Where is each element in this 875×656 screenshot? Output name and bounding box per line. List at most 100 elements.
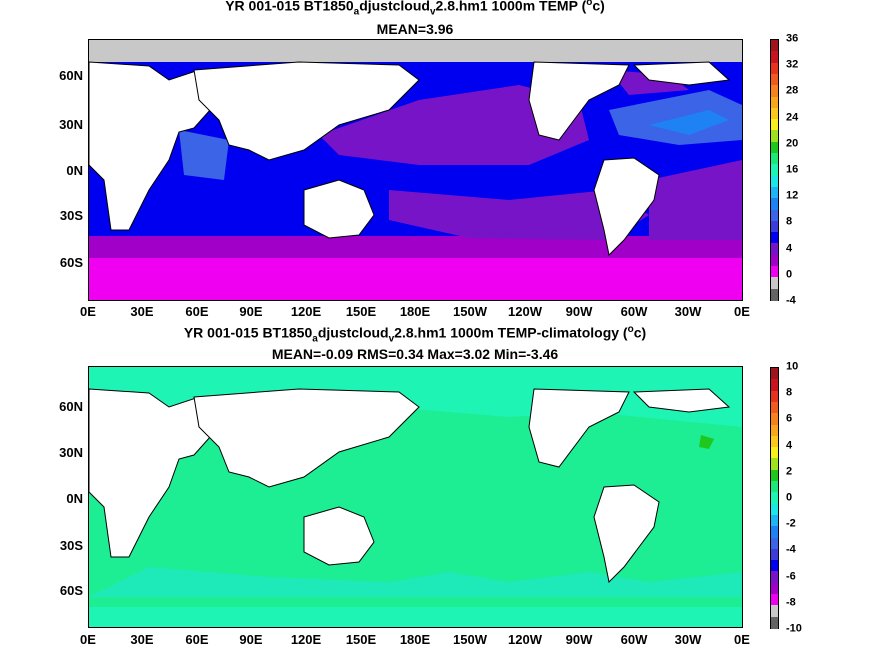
lon-label: 90W — [565, 632, 593, 647]
panel1-stats: MEAN=3.96 — [376, 21, 454, 37]
lat-label: 30S — [59, 208, 83, 223]
lon-label: 0E — [80, 632, 96, 647]
lat-label: 0N — [66, 163, 83, 178]
lon-label: 90W — [565, 304, 593, 319]
colorbar-tick-label: 12 — [786, 189, 799, 202]
colorbar-segment — [771, 594, 778, 606]
colorbar-tick-label: -4 — [786, 294, 796, 307]
colorbar-segment — [771, 368, 778, 380]
lon-label: 150W — [453, 632, 487, 647]
lat-label: 60N — [59, 68, 83, 83]
colorbar-tick-label: 10 — [786, 360, 799, 373]
lon-label: 120E — [290, 304, 322, 319]
lon-label: 90E — [239, 632, 263, 647]
colorbar-segment — [771, 243, 778, 256]
colorbar-tick-label: -8 — [786, 596, 796, 609]
panel2-colorbar — [770, 367, 779, 629]
colorbar-segment — [771, 571, 778, 584]
colorbar-tick-label: 0 — [786, 491, 793, 504]
lon-label: 0E — [80, 304, 96, 319]
colorbar-segment — [771, 232, 778, 245]
lon-label: 30E — [130, 632, 154, 647]
lon-label: 30E — [130, 304, 154, 319]
lat-label: 30S — [59, 538, 83, 553]
lon-label: 150W — [453, 304, 487, 319]
lon-label: 180E — [399, 304, 431, 319]
colorbar-segment — [771, 119, 778, 132]
colorbar-segment — [771, 85, 778, 98]
colorbar-segment — [771, 153, 778, 165]
panel1-title: YR 001-015 BT1850adjustcloudv2.8.hm1 100… — [225, 0, 605, 18]
colorbar-segment — [771, 560, 778, 573]
colorbar-segment — [771, 130, 778, 143]
colorbar-segment — [771, 198, 778, 211]
colorbar-segment — [771, 401, 778, 414]
panel1-field — [89, 40, 742, 300]
lon-label: 120W — [508, 304, 542, 319]
lon-label: 30W — [674, 632, 702, 647]
lon-label: 150E — [345, 304, 377, 319]
colorbar-segment — [771, 164, 778, 177]
colorbar-tick-label: 16 — [786, 163, 799, 176]
colorbar-segment — [771, 175, 778, 188]
colorbar-segment — [771, 447, 778, 460]
lon-label: 60W — [620, 304, 648, 319]
panel1-colorbar — [770, 39, 779, 301]
colorbar-tick-label: 24 — [786, 111, 799, 124]
colorbar-segment — [771, 209, 778, 222]
lon-label: 180E — [399, 632, 431, 647]
lon-label: 120W — [508, 632, 542, 647]
colorbar-segment — [771, 379, 778, 392]
lon-label: 30W — [674, 304, 702, 319]
colorbar-segment — [771, 107, 778, 120]
colorbar-segment — [771, 469, 778, 482]
lon-label: 90E — [239, 304, 263, 319]
lat-label: 0N — [66, 491, 83, 506]
colorbar-segment — [771, 390, 778, 403]
colorbar-segment — [771, 51, 778, 64]
colorbar-tick-label: 4 — [786, 242, 793, 255]
colorbar-segment — [771, 492, 778, 505]
colorbar-segment — [771, 254, 778, 267]
colorbar-segment — [771, 582, 778, 595]
lon-label: 0E — [734, 632, 750, 647]
lat-label: 60S — [59, 583, 83, 598]
lat-label: 30N — [59, 445, 83, 460]
colorbar-tick-label: -2 — [786, 517, 796, 530]
colorbar-segment — [771, 616, 778, 629]
colorbar-segment — [771, 186, 778, 199]
colorbar-tick-label: 32 — [786, 58, 799, 71]
colorbar-segment — [771, 481, 778, 493]
lon-label: 0E — [734, 304, 750, 319]
colorbar-segment — [771, 503, 778, 516]
colorbar-segment — [771, 73, 778, 86]
colorbar-segment — [771, 435, 778, 448]
lon-label: 120E — [290, 632, 322, 647]
colorbar-tick-label: -6 — [786, 570, 796, 583]
lon-label: 60E — [185, 304, 209, 319]
colorbar-segment — [771, 537, 778, 550]
colorbar-tick-label: 28 — [786, 84, 799, 97]
panel1-map — [88, 39, 743, 301]
colorbar-tick-label: 2 — [786, 465, 793, 478]
lat-label: 60S — [59, 255, 83, 270]
colorbar-tick-label: 36 — [786, 32, 799, 45]
colorbar-segment — [771, 514, 778, 527]
colorbar-tick-label: -10 — [786, 622, 802, 635]
colorbar-tick-label: 6 — [786, 412, 793, 425]
colorbar-tick-label: 0 — [786, 268, 793, 281]
colorbar-segment — [771, 605, 778, 618]
colorbar-segment — [771, 548, 778, 561]
colorbar-segment — [771, 40, 778, 52]
colorbar-segment — [771, 288, 778, 301]
lon-label: 60W — [620, 632, 648, 647]
lat-label: 30N — [59, 117, 83, 132]
colorbar-tick-label: 4 — [786, 439, 793, 452]
colorbar-tick-label: 20 — [786, 137, 799, 150]
colorbar-tick-label: 8 — [786, 215, 793, 228]
colorbar-segment — [771, 62, 778, 75]
colorbar-segment — [771, 458, 778, 471]
colorbar-tick-label: -4 — [786, 543, 796, 556]
colorbar-segment — [771, 96, 778, 109]
colorbar-segment — [771, 277, 778, 290]
